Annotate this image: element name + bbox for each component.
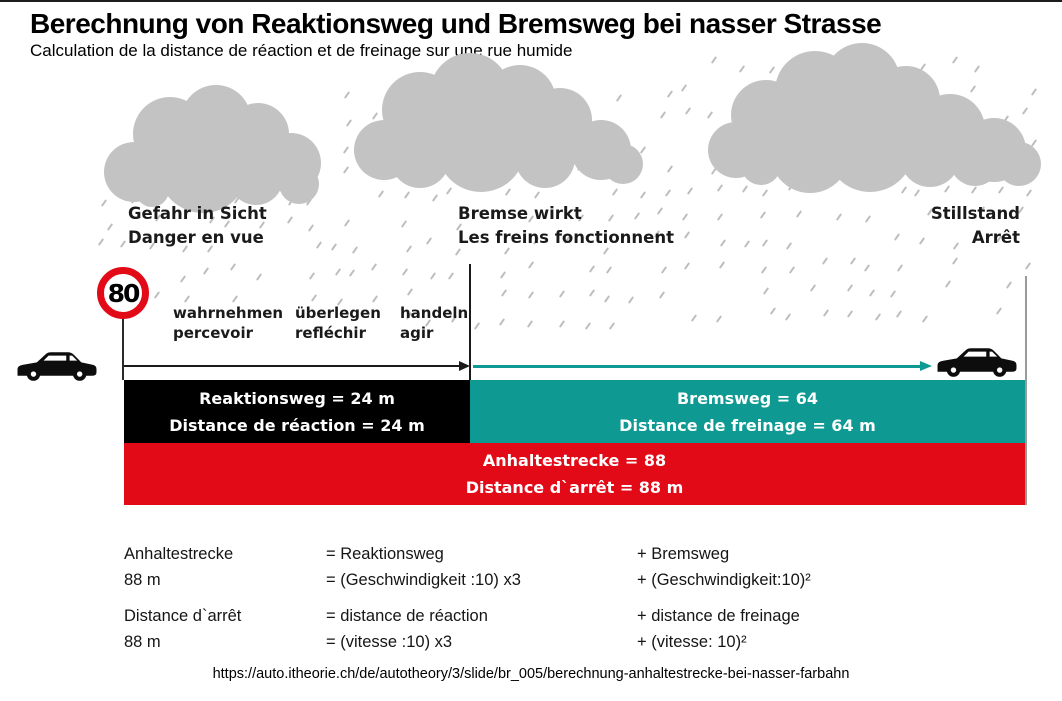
window-top-edge xyxy=(0,0,1062,2)
reaction-arrow-head xyxy=(459,361,470,371)
stopping-distance-bar: Anhaltestrecke = 88 Distance d`arrêt = 8… xyxy=(124,443,1025,505)
reaction-arrow-shaft xyxy=(124,365,460,367)
braking-arrow-head xyxy=(920,361,932,371)
reaction-bar-label-de: Reaktionsweg = 24 m xyxy=(199,388,395,408)
source-url: https://auto.itheorie.ch/de/autotheory/3… xyxy=(212,666,850,682)
braking-bar-label-de: Bremsweg = 64 xyxy=(676,388,819,408)
braking-arrow xyxy=(473,361,933,371)
formula-de-reaction-line1: = Reaktionsweg xyxy=(326,545,444,563)
stopping-bar-label-fr: Distance d`arrêt = 88 m xyxy=(465,478,684,497)
stage-danger-fr: Danger en vue xyxy=(128,228,264,247)
phase-perceive-fr: percevoir xyxy=(173,324,253,342)
stage-label-standstill: Stillstand Arrêt xyxy=(931,202,1020,250)
formula-de-braking: + Bremsweg + (Geschwindigkeit:10)² xyxy=(637,541,811,593)
phase-act-fr: agir xyxy=(400,324,434,342)
formula-de-label: Anhaltestrecke 88 m xyxy=(124,541,233,593)
braking-distance-bar: Bremsweg = 64 Distance de freinage = 64 … xyxy=(470,380,1025,443)
phase-think-de: überlegen xyxy=(295,304,381,322)
phase-perceive-de: wahrnehmen xyxy=(173,304,284,322)
formula-fr-braking-line1: + distance de freinage xyxy=(637,607,800,625)
phase-think-fr: refléchir xyxy=(295,324,366,342)
phase-act-de: handeln xyxy=(400,304,469,322)
car-stopped-icon xyxy=(937,348,1017,377)
braking-bar-label-fr: Distance de freinage = 64 m xyxy=(619,415,876,435)
speed-limit-value: 80 xyxy=(107,278,141,308)
reaction-distance-bar: Reaktionsweg = 24 m Distance de réaction… xyxy=(124,380,470,443)
stage-label-brakes-act: Bremse wirkt Les freins fonctionnent xyxy=(458,202,674,250)
clouds xyxy=(104,43,1041,213)
brakes-act-divider-line xyxy=(469,264,471,380)
formula-fr-term: Distance d`arrêt xyxy=(124,607,242,625)
reaction-arrow xyxy=(124,361,470,371)
speed-limit-80-sign: 80 xyxy=(97,267,149,319)
phase-act: handeln agir xyxy=(400,303,468,343)
formula-fr-label: Distance d`arrêt 88 m xyxy=(124,603,241,655)
formula-fr-braking: + distance de freinage + (vitesse: 10)² xyxy=(637,603,800,655)
cloud-middle-icon xyxy=(354,53,643,192)
stopping-bar-label-de: Anhaltestrecke = 88 xyxy=(482,451,667,470)
cloud-left-icon xyxy=(104,85,321,213)
formula-de-reaction-line2: = (Geschwindigkeit :10) x3 xyxy=(326,571,521,589)
page-subtitle: Calculation de la distance de réaction e… xyxy=(30,41,573,60)
formula-fr-braking-line2: + (vitesse: 10)² xyxy=(637,633,747,651)
formula-fr-value: 88 m xyxy=(124,633,161,651)
stage-stop-fr: Arrêt xyxy=(971,228,1020,247)
formula-de-term: Anhaltestrecke xyxy=(124,545,234,563)
stage-danger-de: Gefahr in Sicht xyxy=(128,204,267,223)
reaction-bar-label-fr: Distance de réaction = 24 m xyxy=(169,415,425,435)
phase-perceive: wahrnehmen percevoir xyxy=(173,303,283,343)
standstill-line xyxy=(1025,276,1027,505)
stage-brake-fr: Les freins fonctionnent xyxy=(458,228,674,247)
formula-fr-reaction-line2: = (vitesse :10) x3 xyxy=(326,633,453,651)
formula-de-reaction: = Reaktionsweg = (Geschwindigkeit :10) x… xyxy=(326,541,521,593)
stage-brake-de: Bremse wirkt xyxy=(458,204,582,223)
formula-fr-reaction-line1: = distance de réaction xyxy=(326,607,488,625)
formula-de-braking-line2: + (Geschwindigkeit:10)² xyxy=(637,571,811,589)
braking-arrow-shaft xyxy=(473,364,921,368)
sign-pole xyxy=(122,318,124,380)
stage-label-danger: Gefahr in Sicht Danger en vue xyxy=(128,202,267,250)
formula-de-braking-line1: + Bremsweg xyxy=(637,545,730,563)
stage-stop-de: Stillstand xyxy=(930,204,1020,223)
formula-de-value: 88 m xyxy=(124,571,161,589)
page-title: Berechnung von Reaktionsweg und Bremsweg… xyxy=(30,8,882,39)
car-moving-icon xyxy=(17,352,97,381)
cloud-right-icon xyxy=(708,43,1041,193)
formula-fr-reaction: = distance de réaction = (vitesse :10) x… xyxy=(326,603,488,655)
phase-think: überlegen refléchir xyxy=(295,303,381,343)
